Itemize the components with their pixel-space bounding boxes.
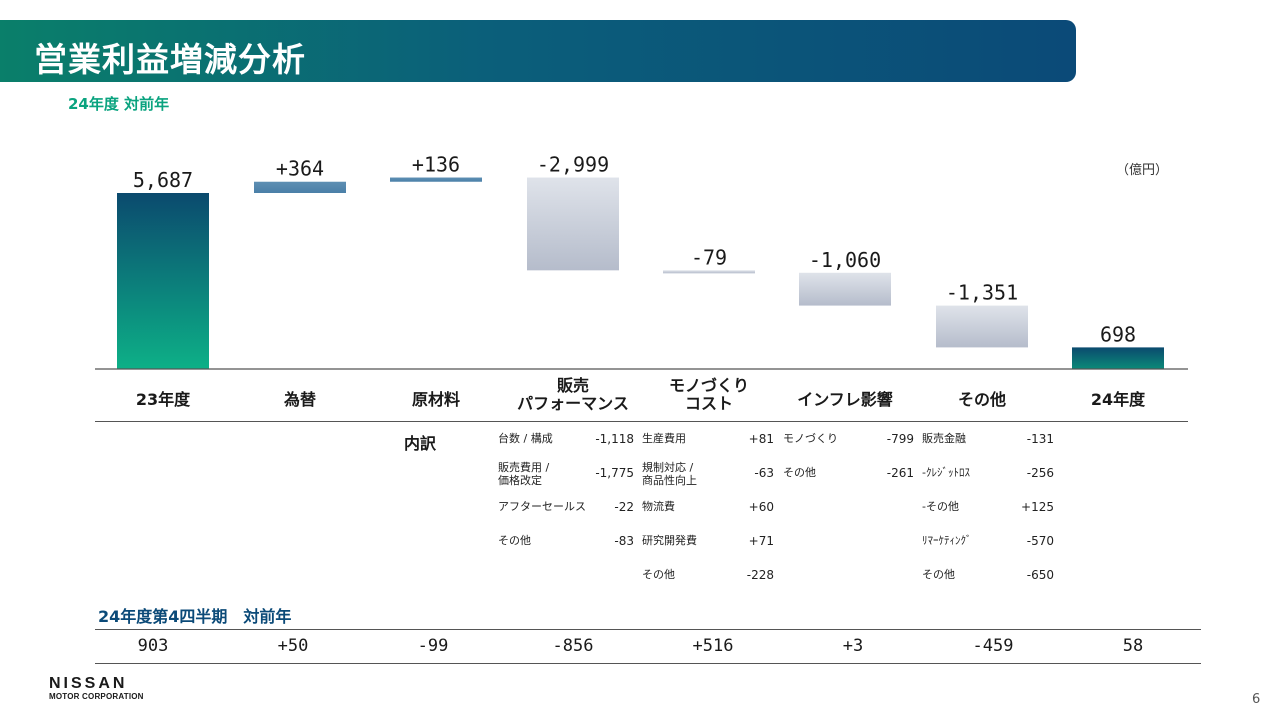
q4-bottom-line xyxy=(95,663,1201,664)
bar-3 xyxy=(527,177,619,271)
breakdown-item-value: -63 xyxy=(754,466,774,480)
logo-wordmark: NISSAN xyxy=(49,675,128,692)
unit-label: （億円） xyxy=(1116,163,1169,178)
category-label-3: 販売パフォーマンス xyxy=(517,376,629,413)
breakdown-item-value: -131 xyxy=(1026,432,1054,446)
bar-4 xyxy=(663,270,755,274)
breakdown-item-value: +60 xyxy=(748,500,774,514)
page-title: 営業利益増減分析 xyxy=(34,40,306,79)
q4-value: +516 xyxy=(692,636,734,656)
breakdown-item-name: ﾘﾏｰｹﾃｨﾝｸﾞ xyxy=(922,534,972,547)
breakdown-item-value: -83 xyxy=(614,534,634,548)
breakdown-item-name: -ｸﾚｼﾞｯﾄﾛｽ xyxy=(922,466,970,479)
breakdown-item-value: +71 xyxy=(748,534,774,548)
breakdown-item-value: -261 xyxy=(886,466,914,480)
q4-value: -99 xyxy=(417,636,449,656)
bar-6 xyxy=(936,305,1028,348)
value-label-5: -1,060 xyxy=(809,248,881,272)
q4-value: 903 xyxy=(137,636,169,656)
divider-line xyxy=(95,421,1188,422)
breakdown-item-value: -570 xyxy=(1026,534,1054,548)
q4-value: +3 xyxy=(842,636,864,656)
breakdown-item-name: 販売費用 / 価格改定 xyxy=(498,461,550,487)
breakdown-item-value: +125 xyxy=(1021,500,1054,514)
breakdown-item-name: その他 xyxy=(783,466,816,479)
breakdown-item-name: 物流費 xyxy=(642,500,675,513)
breakdown-item-value: -256 xyxy=(1026,466,1054,480)
breakdown-item-name: -その他 xyxy=(922,500,959,513)
breakdown-item-name: 台数 / 構成 xyxy=(498,432,553,445)
breakdown-item-name: 規制対応 / 商品性向上 xyxy=(642,461,697,487)
value-label-0: 5,687 xyxy=(133,168,193,192)
breakdown-item-value: -650 xyxy=(1026,568,1054,582)
breakdown-item-value: -799 xyxy=(886,432,914,446)
category-label-7: 24年度 xyxy=(1091,390,1146,409)
category-label-5: インフレ影響 xyxy=(797,390,893,409)
logo-subtext: MOTOR CORPORATION xyxy=(49,692,144,701)
waterfall-chart: 5,687 +364 +136 -2,999 -79 -1,060 -1,351 698 23… xyxy=(95,153,1188,413)
value-label-1: +364 xyxy=(276,157,324,181)
value-label-7: 698 xyxy=(1100,322,1136,346)
q4-value: -459 xyxy=(972,636,1014,656)
page-number: 6 xyxy=(1252,692,1261,707)
breakdown-label: 内訳 xyxy=(404,434,437,453)
breakdown-item-value: -1,118 xyxy=(595,432,634,446)
bar-7 xyxy=(1072,347,1164,369)
breakdown-item-name: アフターセールス xyxy=(498,500,586,513)
chart-subtitle: 24年度 対前年 xyxy=(68,95,170,113)
title-banner xyxy=(0,20,1076,82)
breakdown-item-value: -22 xyxy=(614,500,634,514)
q4-value: +50 xyxy=(277,636,309,656)
category-label-1: 為替 xyxy=(284,390,316,409)
bar-0 xyxy=(117,193,209,369)
value-label-2: +136 xyxy=(412,153,460,177)
value-label-6: -1,351 xyxy=(946,281,1018,305)
q4-value: 58 xyxy=(1122,636,1144,656)
breakdown-item-value: -1,775 xyxy=(595,466,634,480)
breakdown-item-name: 研究開発費 xyxy=(642,534,697,547)
category-label-2: 原材料 xyxy=(412,390,460,409)
breakdown-item-name: その他 xyxy=(922,568,955,581)
breakdown-item-value: -228 xyxy=(746,568,774,582)
bar-2 xyxy=(390,177,482,182)
breakdown-item-name: その他 xyxy=(498,534,531,547)
q4-value: -856 xyxy=(552,636,594,656)
category-label-4: モノづくりコスト xyxy=(669,376,749,413)
breakdown-item-value: +81 xyxy=(748,432,774,446)
category-label-6: その他 xyxy=(958,390,1006,409)
bar-1 xyxy=(254,181,346,193)
breakdown-item-name: 販売金融 xyxy=(922,432,966,445)
nissan-logo: NISSAN MOTOR CORPORATION xyxy=(49,675,144,701)
bar-5 xyxy=(799,272,891,306)
breakdown-item-name: 生産費用 xyxy=(642,432,686,445)
category-label-0: 23年度 xyxy=(136,390,191,409)
value-label-4: -79 xyxy=(691,245,727,269)
value-label-3: -2,999 xyxy=(537,153,609,177)
breakdown-item-name: モノづくり xyxy=(783,432,838,445)
q4-title: 24年度第4四半期 対前年 xyxy=(98,607,292,626)
breakdown-item-name: その他 xyxy=(642,568,675,581)
q4-top-line xyxy=(95,629,1201,630)
